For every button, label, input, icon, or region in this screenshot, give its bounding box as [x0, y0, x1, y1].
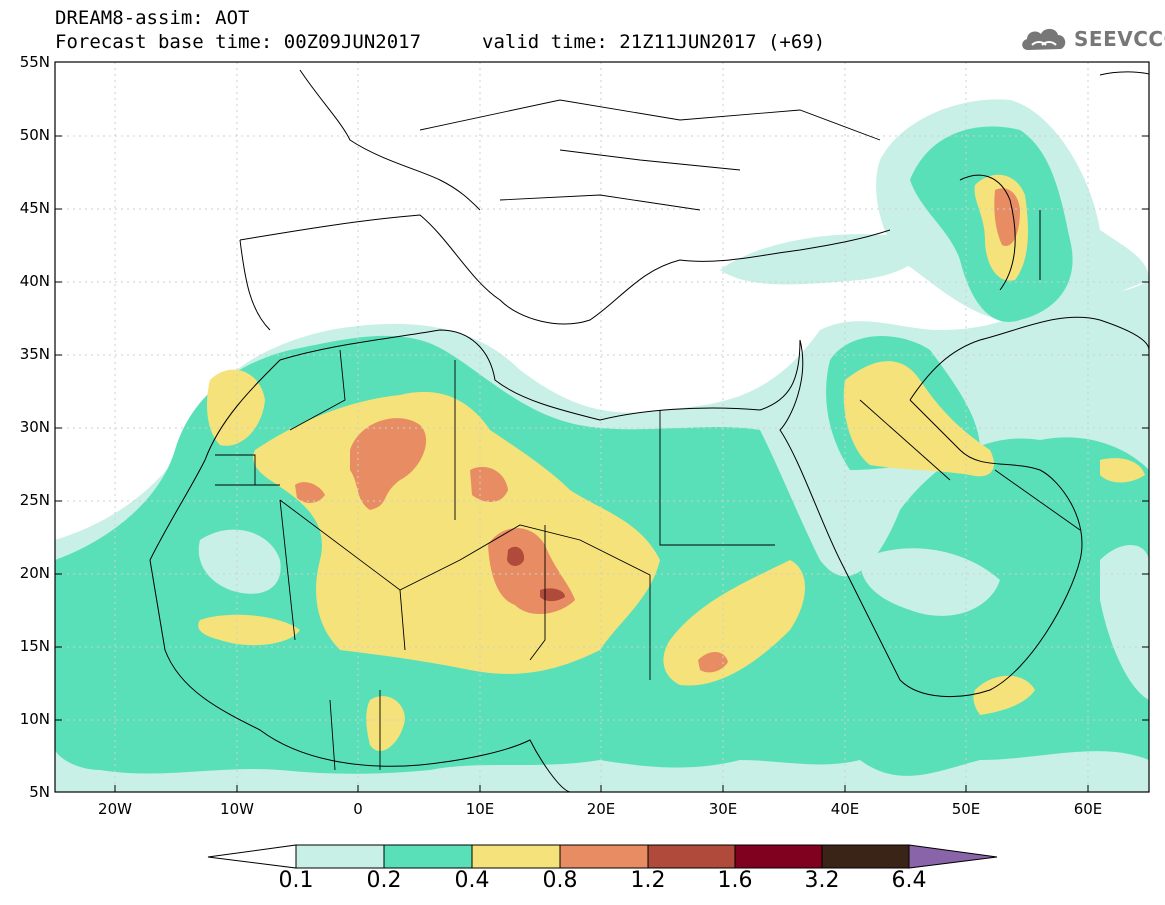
lon-label: 30E	[708, 800, 738, 818]
colorbar-label: 3.2	[804, 868, 840, 893]
colorbar-bin	[383, 844, 473, 869]
lon-label: 40E	[830, 800, 860, 818]
lat-label: 35N	[19, 345, 50, 363]
colorbar-label: 0.8	[542, 868, 578, 893]
colorbar-label: 0.4	[454, 868, 490, 893]
colorbar-bin	[471, 844, 561, 869]
colorbar-under-arrow	[207, 844, 297, 869]
cloud-icon	[1022, 28, 1066, 50]
aot-level-05	[507, 546, 565, 602]
colorbar-over-arrow	[908, 844, 998, 869]
map-title: DREAM8-assim: AOT	[55, 7, 250, 29]
lon-label: 10E	[465, 800, 495, 818]
lat-label: 15N	[19, 637, 50, 655]
colorbar-label: 6.4	[891, 868, 927, 893]
lat-label: 10N	[19, 710, 50, 728]
lon-label: 10W	[220, 800, 254, 818]
colorbar-bin	[647, 844, 736, 869]
ticks	[55, 135, 1149, 792]
seevccc-logo: SEEVCCC	[1018, 24, 1165, 54]
coastlines	[149, 69, 1149, 792]
colorbar-bin	[295, 844, 385, 869]
lat-label: 45N	[19, 199, 50, 217]
colorbar-label: 0.2	[366, 868, 402, 893]
lat-label: 25N	[19, 491, 50, 509]
colorbar-label: 1.2	[630, 868, 666, 893]
lon-label: 20E	[586, 800, 616, 818]
lat-label: 55N	[19, 53, 50, 71]
colorbar-bin	[559, 844, 649, 869]
lat-label: 40N	[19, 272, 50, 290]
lon-label: 20W	[98, 800, 132, 818]
base-time: Forecast base time: 00Z09JUN2017	[55, 31, 422, 53]
lon-label: 0	[353, 800, 363, 818]
lon-label: 60E	[1073, 800, 1103, 818]
borders	[215, 99, 1081, 771]
aot-level-01-holes	[198, 529, 1149, 700]
lon-label: 50E	[951, 800, 981, 818]
colorbar-bin	[734, 844, 823, 869]
lat-label: 20N	[19, 564, 50, 582]
map-frame	[54, 61, 1150, 793]
colorbar-bin	[821, 844, 910, 869]
valid-time: valid time: 21Z11JUN2017 (+69)	[482, 31, 826, 53]
colorbar-label: 0.1	[278, 868, 314, 893]
lat-label: 30N	[19, 418, 50, 436]
lat-label: 50N	[19, 126, 50, 144]
lat-label: 5N	[29, 783, 50, 801]
colorbar-label: 1.6	[717, 868, 753, 893]
logo-text: SEEVCCC	[1074, 27, 1165, 51]
graticule	[55, 62, 1149, 792]
